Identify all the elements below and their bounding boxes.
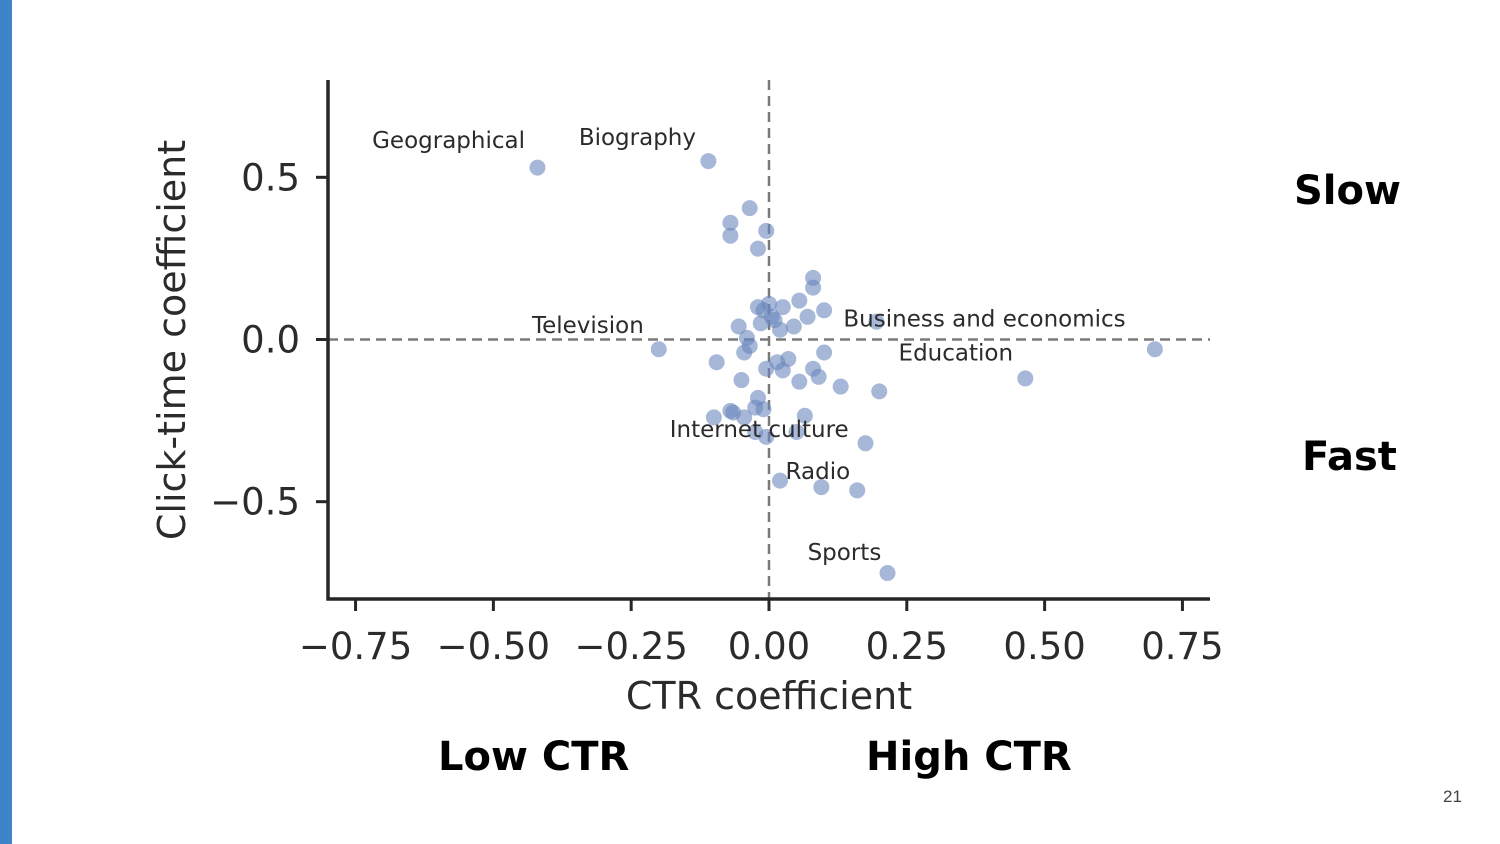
x-axis-title: CTR coefficient <box>626 674 912 718</box>
data-point <box>832 378 849 395</box>
data-point <box>799 308 816 325</box>
data-point <box>871 383 888 400</box>
data-point <box>1146 341 1163 358</box>
x-tick-label: −0.25 <box>574 625 687 668</box>
point-annotation: Education <box>899 341 1014 367</box>
tick-marks: −0.75 −0.50 −0.25 0.00 0.25 0.50 0.75 −0.5 0.0 0.… <box>210 156 1223 668</box>
x-tick-label: 0.25 <box>866 625 948 668</box>
high-ctr-label: High CTR <box>866 734 1072 780</box>
x-tick-label: −0.50 <box>437 625 550 668</box>
data-point <box>758 428 775 445</box>
low-ctr-label: Low CTR <box>438 734 630 780</box>
data-point <box>700 153 717 170</box>
data-point <box>791 292 808 309</box>
point-annotation: Biography <box>579 125 696 151</box>
data-point <box>758 222 775 239</box>
x-tick-label: 0.50 <box>1003 625 1085 668</box>
data-point <box>879 565 896 582</box>
data-point <box>722 214 739 231</box>
y-axis-title: Click-time coefficient <box>150 140 194 540</box>
point-annotations: Geographical Biography Television Business … <box>372 125 1126 566</box>
x-tick-label: −0.75 <box>299 625 412 668</box>
data-point <box>816 302 833 319</box>
data-point <box>1017 370 1034 387</box>
data-point <box>752 315 769 332</box>
data-point <box>736 409 753 426</box>
data-point <box>774 362 791 379</box>
data-point <box>708 354 725 371</box>
data-point <box>650 341 667 358</box>
data-point <box>736 344 753 361</box>
x-tick-label: 0.75 <box>1141 625 1223 668</box>
y-tick-label: 0.5 <box>241 156 300 199</box>
data-point <box>722 227 739 244</box>
data-point <box>733 372 750 389</box>
data-point <box>772 321 789 338</box>
point-annotation: Internet culture <box>670 417 849 443</box>
reference-lines <box>328 80 1210 599</box>
data-point <box>805 279 822 296</box>
slide-accent-bar <box>0 0 12 844</box>
data-point <box>785 318 802 335</box>
x-tick-label: 0.00 <box>728 625 810 668</box>
data-point <box>810 368 827 385</box>
data-point <box>529 159 546 176</box>
point-annotation: Business and economics <box>843 307 1125 333</box>
data-point <box>796 407 813 424</box>
data-point <box>868 313 885 330</box>
data-point <box>758 360 775 377</box>
y-tick-label: 0.0 <box>241 319 300 362</box>
fast-label: Fast <box>1302 434 1397 480</box>
data-point <box>788 423 805 440</box>
data-point <box>774 299 791 316</box>
data-point <box>705 409 722 426</box>
data-point <box>772 472 789 489</box>
data-point <box>741 200 758 217</box>
data-point <box>857 435 874 452</box>
data-point <box>730 318 747 335</box>
data-point <box>816 344 833 361</box>
data-point <box>849 482 866 499</box>
point-annotation: Radio <box>786 459 851 485</box>
data-point <box>813 479 830 496</box>
page-number: 21 <box>1443 787 1462 806</box>
slow-label: Slow <box>1294 168 1401 214</box>
data-points <box>529 153 1163 582</box>
y-tick-label: −0.5 <box>210 481 300 524</box>
point-annotation: Sports <box>808 540 882 566</box>
data-point <box>749 240 766 257</box>
point-annotation: Television <box>531 313 644 339</box>
data-point <box>791 373 808 390</box>
data-point <box>755 401 772 418</box>
point-annotation: Geographical <box>372 128 525 154</box>
